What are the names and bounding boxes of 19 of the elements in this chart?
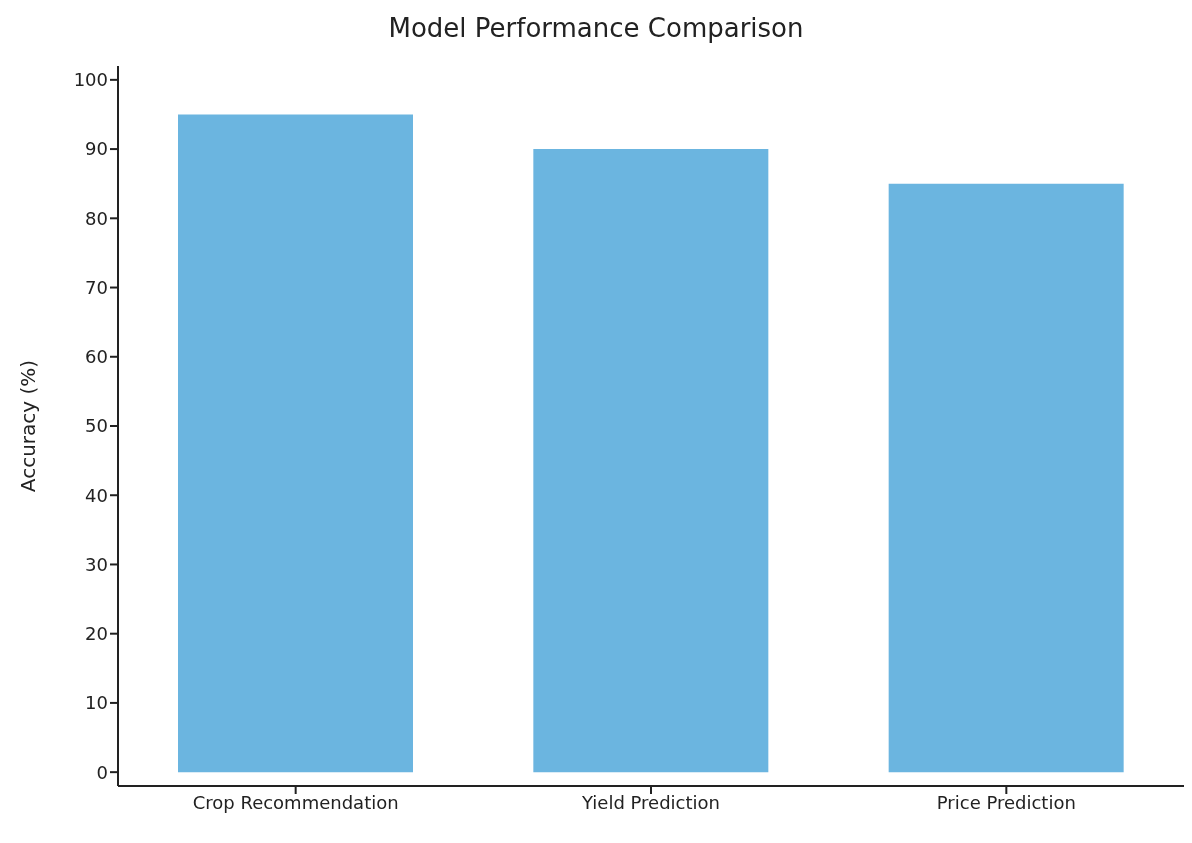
y-tick-label: 70 — [85, 276, 108, 298]
y-axis-title: Accuracy (%) — [16, 359, 41, 493]
y-tick-label: 80 — [85, 207, 108, 229]
y-tick-label: 20 — [85, 623, 108, 645]
bar — [888, 183, 1124, 773]
y-tick-label: 0 — [96, 761, 108, 783]
x-tick-label: Price Prediction — [936, 791, 1076, 813]
y-tick-label: 30 — [85, 553, 108, 575]
chart-title: Model Performance Comparison — [387, 12, 805, 45]
bar — [178, 114, 413, 773]
x-tick-label: Yield Prediction — [581, 791, 720, 813]
y-tick-label: 100 — [73, 69, 108, 91]
x-tick-label: Crop Recommendation — [192, 791, 399, 813]
bar — [533, 149, 769, 773]
y-tick-label: 50 — [85, 415, 108, 437]
y-tick-label: 90 — [85, 138, 108, 160]
y-tick-label: 60 — [85, 346, 108, 368]
y-tick-label: 40 — [85, 484, 108, 506]
y-tick-label: 10 — [85, 692, 108, 714]
